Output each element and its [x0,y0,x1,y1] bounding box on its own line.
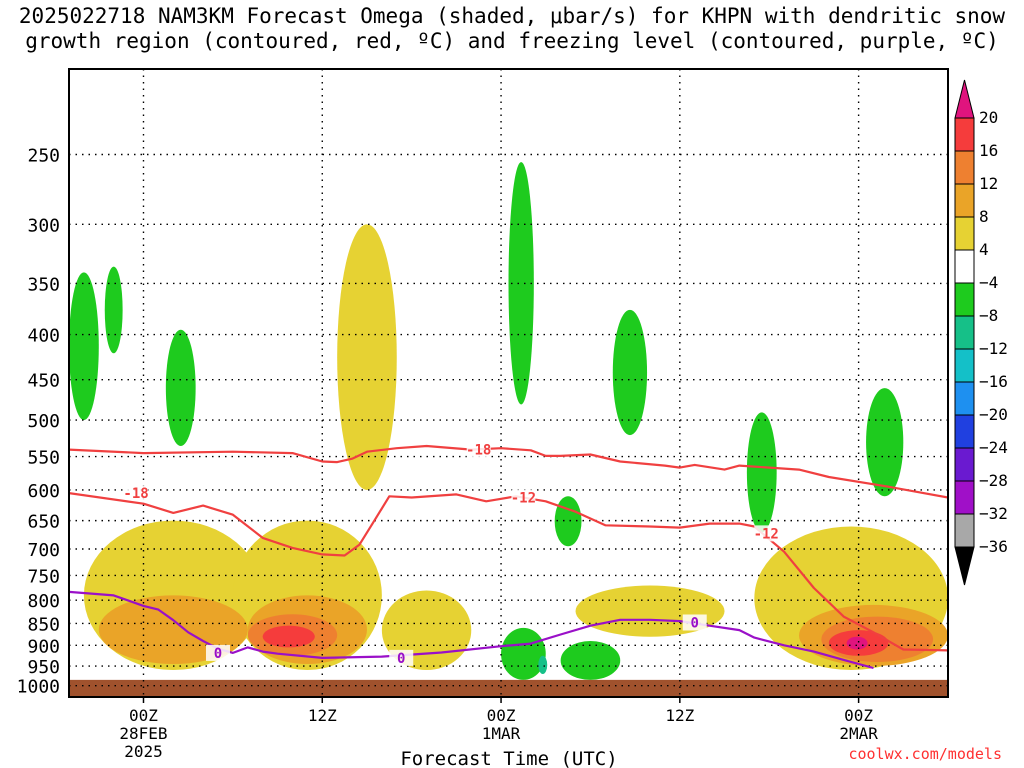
colorbar-bin-5 [954,249,975,284]
pressure-axis: 2503003504004505005506006507007508008509… [17,145,60,697]
omega-region-3 [337,224,397,490]
colorbar-label-5: −4 [979,273,998,292]
y-tick-label-900: 900 [27,636,60,657]
omega-region-22 [501,627,546,680]
x-tick-label-0-1: 28FEB [119,724,167,743]
y-tick-label-350: 350 [27,274,60,295]
x-tick-label-48-1: 2MAR [839,724,878,743]
ground-fill [69,679,948,697]
colorbar-label-4: 4 [979,240,989,259]
below-ground-mask [69,679,948,697]
x-tick-label-24-1: 1MAR [482,724,521,743]
colorbar-label-10: −24 [979,438,1008,457]
y-tick-label-400: 400 [27,326,60,347]
colorbar-bin-6 [954,282,975,317]
chart-title-line-1: 2025022718 NAM3KM Forecast Omega (shaded… [18,4,1006,28]
colorbar-bin-9 [954,381,975,416]
x-tick-label-12-0: 12Z [308,706,337,725]
colorbar-bin-7 [954,315,975,350]
colorbar-label-13: −36 [979,537,1008,556]
y-tick-label-950: 950 [27,657,60,678]
colorbar-bin-1 [954,117,975,152]
colorbar-bin-13 [954,513,975,548]
contour-label-bg-2-0 [205,644,230,661]
y-tick-label-700: 700 [27,540,60,561]
colorbar-label-8: −16 [979,372,1008,391]
colorbar-label-1: 16 [979,141,998,160]
colorbar-label-12: −32 [979,504,1008,523]
x-tick-label-24-0: 00Z [487,706,516,725]
omega-region-20 [866,388,904,497]
omega-region-24 [538,655,548,675]
omega-region-19 [746,412,777,533]
contour-label-bg-2-2 [682,614,707,631]
omega-region-13 [846,636,868,650]
colorbar-bin-10 [954,414,975,449]
contour-label-0-1: -18 [466,443,491,459]
omega-region-23 [560,641,621,680]
contour-label-bg-1-1 [754,525,779,542]
omega-region-11 [262,625,315,648]
chart-title: 2025022718 NAM3KM Forecast Omega (shaded… [0,4,1024,54]
contour-label-bg-2-1 [389,649,414,666]
y-tick-label-250: 250 [27,145,60,166]
colorbar-label-3: 8 [979,207,989,226]
colorbar-label-2: 12 [979,174,998,193]
contour-line-0 [69,444,948,499]
y-tick-label-300: 300 [27,215,60,236]
y-tick-label-650: 650 [27,512,60,533]
colorbar-bin-3 [954,183,975,218]
contour-label-bg-0-0 [124,485,149,502]
contour-label-2-2: 0 [691,616,699,632]
colorbar-label-9: −20 [979,405,1008,424]
contour-label-0-0: -18 [123,486,148,502]
colorbar-bin-12 [954,480,975,515]
contour-label-1-1: -12 [754,526,779,542]
contour-label-2-0: 0 [214,646,222,662]
y-tick-label-850: 850 [27,614,60,635]
plot-border [68,68,949,698]
omega-region-17 [508,162,534,405]
omega-region-21 [554,496,582,547]
omega-colorbar: 20 16 12 8 4 −4 −8 −12 −16 −20 −24 −28 −32 −36 [954,79,1008,586]
source-credit: coolwx.com/models [848,745,1002,763]
contour-label-2-1: 0 [397,651,405,667]
colorbar-top-arrow [954,79,975,119]
x-tick-label-48-0: 00Z [844,706,873,725]
contour-label-bg-1-0 [511,489,536,506]
x-tick-label-0-0: 00Z [129,706,158,725]
y-tick-label-750: 750 [27,566,60,587]
omega-region-15 [104,266,123,354]
contour-label-1-0: -12 [511,491,536,507]
y-tick-label-500: 500 [27,411,60,432]
colorbar-label-11: −28 [979,471,1008,490]
y-tick-label-550: 550 [27,448,60,469]
x-tick-label-0-2: 2025 [124,742,163,761]
chart-title-line-2: growth region (contoured, red, ºC) and f… [25,29,999,53]
y-tick-label-600: 600 [27,481,60,502]
contour-line-2 [69,590,874,670]
omega-region-18 [612,309,648,436]
contour-lines: -18 -18 -12 -12 0 0 0 [69,441,948,670]
omega-region-16 [165,329,196,447]
colorbar-label-7: −12 [979,339,1008,358]
colorbar-bin-4 [954,216,975,251]
y-tick-label-1000: 1000 [17,677,60,698]
colorbar-label-0: 20 [979,108,998,127]
contour-label-bg-0-1 [466,441,491,458]
colorbar-bottom-arrow [954,546,975,586]
y-tick-label-450: 450 [27,371,60,392]
x-tick-label-36-0: 12Z [665,706,694,725]
omega-region-14 [69,272,99,421]
x-axis-label: Forecast Time (UTC) [400,748,617,768]
plot-frame [68,68,949,698]
colorbar-bin-2 [954,150,975,185]
pressure-gridlines [69,69,948,697]
colorbar-bin-11 [954,447,975,482]
y-tick-label-800: 800 [27,591,60,612]
colorbar-bin-8 [954,348,975,383]
colorbar-label-6: −8 [979,306,998,325]
